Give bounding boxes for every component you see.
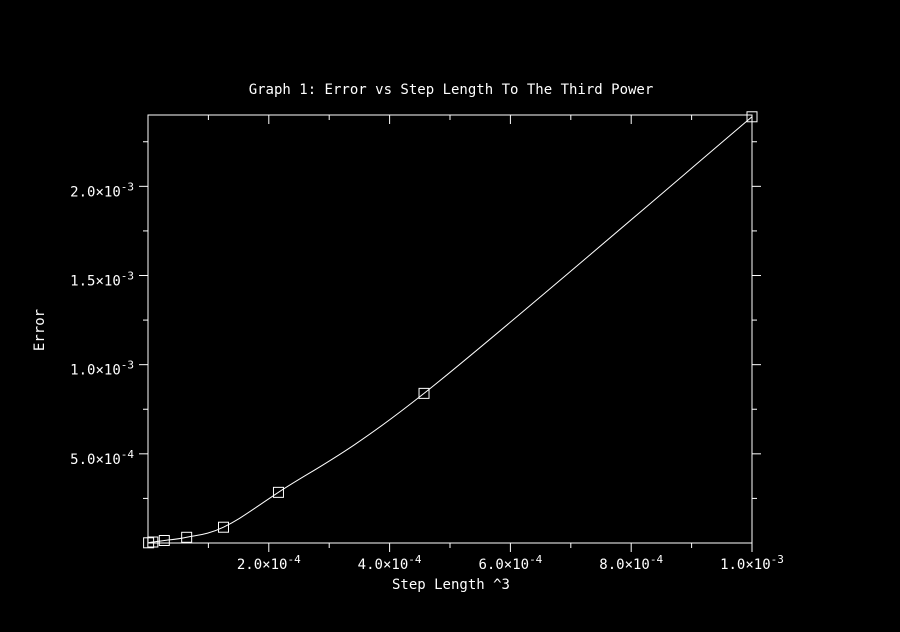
data-point	[147, 536, 159, 548]
x-tick-label: 1.0×10-3	[720, 553, 784, 573]
y-axis-label: Error	[32, 309, 48, 351]
data-point	[218, 521, 229, 533]
x-tick-label: 2.0×10-4	[237, 553, 301, 573]
series	[143, 111, 758, 549]
y-tick-label: 2.0×10-3	[70, 180, 134, 200]
x-axis-label: Step Length ^3	[392, 577, 510, 593]
x-tick-label: 8.0×10-4	[599, 553, 663, 573]
data-point	[143, 537, 155, 549]
x-tick-label: 6.0×10-4	[478, 553, 542, 573]
data-point	[181, 531, 193, 543]
data-point	[158, 535, 170, 547]
y-tick-label: 5.0×10-4	[70, 448, 134, 468]
plot-frame	[147, 114, 753, 544]
chart-title: Graph 1: Error vs Step Length To The Thi…	[249, 82, 654, 98]
data-point	[418, 387, 430, 399]
data-point	[272, 486, 284, 498]
y-tick-label: 1.5×10-3	[70, 270, 134, 290]
series-line	[148, 116, 753, 544]
axes: 2.0×10-4 4.0×10-4 6.0×10-4 8.0×10-4 1.0×10-3…	[70, 115, 784, 573]
y-tick-label: 1.0×10-3	[70, 359, 134, 379]
data-point	[746, 111, 758, 123]
x-tick-label: 4.0×10-4	[358, 553, 422, 573]
